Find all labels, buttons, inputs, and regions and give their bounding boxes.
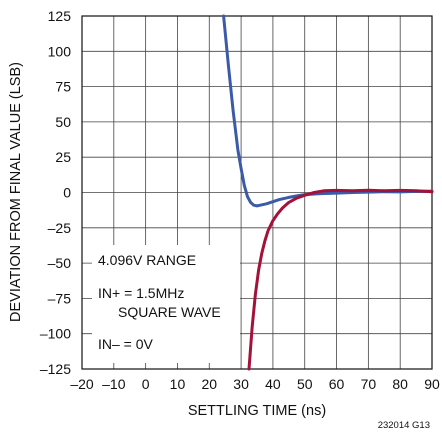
y-tick-label: 100 — [48, 43, 72, 59]
y-tick-label: 0 — [63, 185, 71, 201]
annotation-box — [92, 245, 240, 363]
figure-code: 232014 G13 — [378, 420, 430, 431]
x-tick-label: –20 — [70, 376, 94, 392]
x-axis-label: SETTLING TIME (ns) — [188, 403, 326, 419]
y-tick-labels: 125 100 75 50 25 0 –25 –50 –75 –100 –125 — [40, 8, 71, 377]
y-axis-label: DEVIATION FROM FINAL VALUE (LSB) — [8, 62, 24, 322]
annotation-square-wave: SQUARE WAVE — [118, 304, 221, 320]
x-tick-label: 50 — [297, 376, 313, 392]
y-tick-label: –25 — [48, 220, 72, 236]
x-tick-label: 90 — [424, 376, 440, 392]
y-tick-label: 125 — [48, 8, 72, 24]
series-layer — [222, 14, 434, 371]
x-tick-labels: –20 –10 0 10 20 30 40 50 60 70 80 90 — [70, 376, 440, 392]
x-tick-label: –10 — [102, 376, 126, 392]
x-tick-label: 0 — [142, 376, 150, 392]
x-tick-label: 80 — [392, 376, 408, 392]
series-line-1 — [222, 14, 434, 208]
x-tick-label: 70 — [361, 376, 377, 392]
x-tick-label: 20 — [201, 376, 217, 392]
annotation-in-plus: IN+ = 1.5MHz — [98, 285, 184, 301]
x-tick-label: 30 — [233, 376, 249, 392]
y-tick-label: –125 — [40, 361, 71, 377]
y-tick-label: –50 — [48, 255, 72, 271]
x-tick-label: 40 — [265, 376, 281, 392]
x-tick-label: 10 — [170, 376, 186, 392]
x-tick-label: 60 — [329, 376, 345, 392]
y-tick-label: –100 — [40, 326, 71, 342]
annotation-in-minus: IN– = 0V — [98, 336, 154, 352]
series-line-2 — [247, 188, 434, 371]
y-tick-label: 25 — [55, 149, 71, 165]
annotation-range: 4.096V RANGE — [98, 252, 196, 268]
y-tick-label: –75 — [48, 290, 72, 306]
y-tick-label: 50 — [55, 114, 71, 130]
y-tick-label: 75 — [55, 79, 71, 95]
